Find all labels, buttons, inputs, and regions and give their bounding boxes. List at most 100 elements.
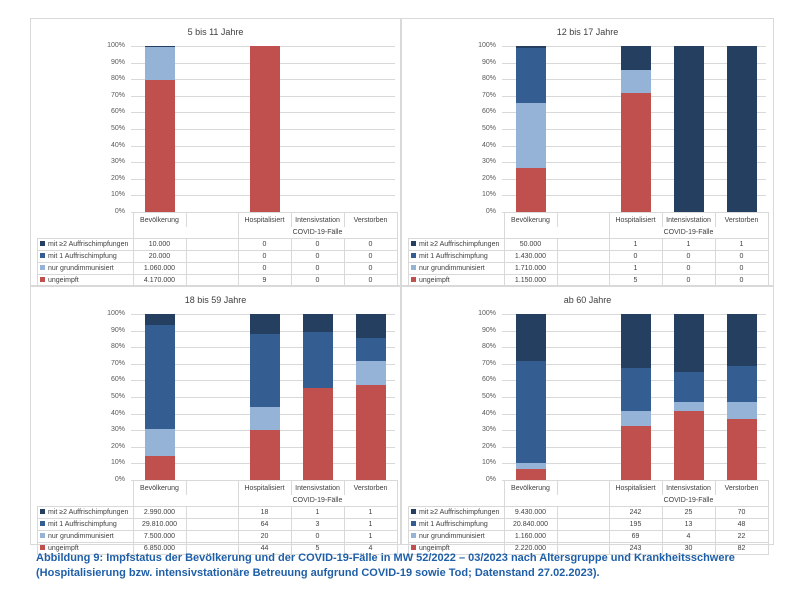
table-cell: 64 — [237, 518, 292, 531]
table-cell: 0 — [343, 274, 398, 287]
category-label: Verstorben — [714, 480, 769, 495]
table-cell: 1.430.000 — [503, 250, 558, 263]
legend-swatch-icon — [40, 276, 45, 282]
bar-segment-grundimmunisiert — [355, 361, 386, 386]
table-cell: 20 — [237, 530, 292, 543]
y-tick-label: 90% — [481, 59, 496, 66]
legend-label: nur grundimmunisiert — [419, 533, 485, 540]
table-cell: 3 — [290, 518, 345, 531]
category-label: Bevölkerung — [503, 212, 558, 227]
figure-caption: Abbildung 9: Impfstatus der Bevölkerung … — [36, 551, 786, 581]
y-tick-label: 0% — [485, 476, 496, 483]
legend-label: mit ≥2 Auffrischimpfungen — [419, 241, 500, 248]
y-tick-label: 20% — [481, 175, 496, 182]
table-cell: 195 — [608, 518, 663, 531]
bar-segment-mit_2_auffrisch — [249, 314, 280, 335]
y-tick-label: 20% — [110, 175, 125, 182]
y-tick-label: 70% — [481, 92, 496, 99]
y-tick-label: 80% — [481, 75, 496, 82]
legend-entry: ungeimpft — [37, 274, 134, 287]
category-label: Hospitalisiert — [237, 480, 292, 495]
legend-entry: nur grundimmunisiert — [37, 262, 134, 275]
table-row: mit 1 Auffrischimpfung 20.840.000 195 13 48 — [408, 518, 769, 531]
table-cell: 1 — [343, 518, 398, 531]
legend-label: ungeimpft — [48, 545, 79, 552]
category-label: Intensivstation — [290, 212, 345, 227]
table-cell: 69 — [608, 530, 663, 543]
table-cell: 1 — [714, 238, 769, 251]
y-tick-label: 60% — [110, 376, 125, 383]
table-cell — [556, 238, 610, 251]
legend-entry: mit 1 Auffrischimpfung — [37, 518, 134, 531]
group-label: COVID-19-Fälle — [237, 227, 398, 239]
table-cell: 18 — [237, 506, 292, 519]
table-row: nur grundimmunisiert 1.710.000 1 0 0 — [408, 262, 769, 275]
table-cell: 22 — [714, 530, 769, 543]
legend-label: nur grundimmunisiert — [419, 265, 485, 272]
y-tick-label: 90% — [481, 327, 496, 334]
bar-segment-grundimmunisiert — [726, 402, 757, 419]
bar-segment-mit_2_auffrisch — [726, 46, 757, 212]
category-label: Verstorben — [343, 212, 398, 227]
y-tick-label: 40% — [110, 142, 125, 149]
legend-entry: mit ≥2 Auffrischimpfungen — [37, 506, 134, 519]
y-tick-label: 70% — [481, 360, 496, 367]
category-label — [556, 480, 610, 495]
table-cell — [185, 506, 239, 519]
legend-swatch-icon — [40, 508, 45, 514]
table-cell: 0 — [661, 250, 716, 263]
table-cell: 0 — [290, 238, 345, 251]
bar-segment-mit_2_auffrisch — [355, 314, 386, 338]
bar-segment-mit_1_auffrisch — [355, 337, 386, 362]
table-cell — [556, 506, 610, 519]
category-label: Intensivstation — [661, 480, 716, 495]
table-cell: 29.810.000 — [132, 518, 187, 531]
legend-label: mit 1 Auffrischimpfung — [48, 521, 117, 528]
y-tick-label: 70% — [110, 360, 125, 367]
bar-segment-mit_2_auffrisch — [515, 314, 546, 361]
y-tick-label: 60% — [110, 108, 125, 115]
table-cell: 1.150.000 — [503, 274, 558, 287]
table-cell — [185, 238, 239, 251]
table-cell: 0 — [343, 262, 398, 275]
category-label — [185, 212, 239, 227]
y-tick-label: 90% — [110, 327, 125, 334]
y-tick-label: 30% — [481, 158, 496, 165]
legend-swatch-icon — [411, 508, 416, 514]
legend-entry: mit ≥2 Auffrischimpfungen — [408, 238, 505, 251]
table-cell: 20.840.000 — [503, 518, 558, 531]
table-row: mit 1 Auffrischimpfung 20.000 0 0 0 — [37, 250, 398, 263]
category-label: Bevölkerung — [132, 480, 187, 495]
table-cell — [556, 262, 610, 275]
table-cell: 0 — [290, 250, 345, 263]
category-label: Hospitalisiert — [237, 212, 292, 227]
bar-segment-mit_1_auffrisch — [620, 367, 651, 411]
y-tick-label: 10% — [110, 191, 125, 198]
category-label: Intensivstation — [661, 212, 716, 227]
chart-title: 12 bis 17 Jahre — [556, 27, 619, 37]
bar-segment-mit_1_auffrisch — [144, 324, 175, 430]
table-cell: 1.160.000 — [503, 530, 558, 543]
table-cell: 0 — [714, 262, 769, 275]
y-tick-label: 20% — [110, 443, 125, 450]
chart-panel: 18 bis 59 Jahre 0% 10% 20% 30% 40% 50% 60% 70% 80… — [30, 286, 401, 555]
table-cell: 1.710.000 — [503, 262, 558, 275]
y-tick-label: 10% — [481, 191, 496, 198]
table-cell: 4 — [343, 542, 398, 555]
table-cell: 4.170.000 — [132, 274, 187, 287]
bar-segment-ungeimpft — [302, 387, 333, 480]
chart-panel: 12 bis 17 Jahre 0% 10% 20% 30% 40% 50% 60% 70% 80… — [401, 18, 774, 287]
y-tick-label: 0% — [114, 476, 125, 483]
table-cell — [185, 262, 239, 275]
y-tick-label: 40% — [481, 142, 496, 149]
y-tick-label: 80% — [110, 343, 125, 350]
category-label — [556, 212, 610, 227]
legend-label: ungeimpft — [419, 277, 450, 284]
bar-segment-grundimmunisiert — [515, 463, 546, 470]
bar-segment-grundimmunisiert — [249, 407, 280, 430]
bar-segment-ungeimpft — [620, 93, 651, 212]
caption-line-1: Abbildung 9: Impfstatus der Bevölkerung … — [36, 552, 735, 564]
legend-swatch-icon — [40, 264, 45, 270]
table-row: mit 1 Auffrischimpfung 29.810.000 64 3 1 — [37, 518, 398, 531]
chart-title: 18 bis 59 Jahre — [184, 295, 247, 305]
